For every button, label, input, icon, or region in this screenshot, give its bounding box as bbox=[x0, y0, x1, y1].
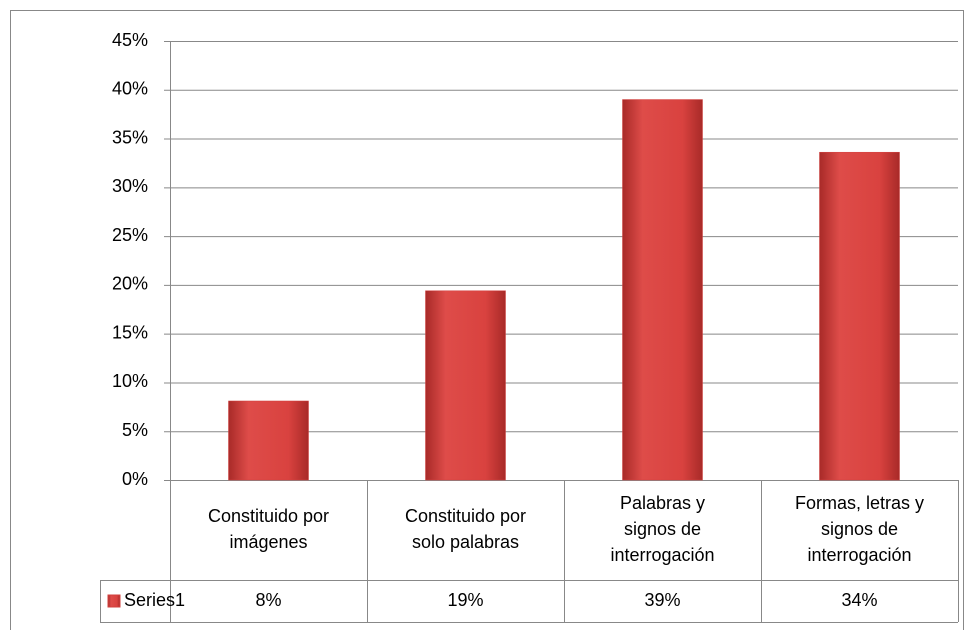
bar bbox=[228, 400, 309, 481]
x-tick-label: signos de bbox=[821, 519, 898, 539]
x-tick-label: Constituido por bbox=[405, 506, 526, 526]
legend-label: Series1 bbox=[124, 590, 185, 610]
data-label: 8% bbox=[255, 590, 281, 610]
x-tick-label: Formas, letras y bbox=[795, 493, 924, 513]
x-tick-label: solo palabras bbox=[412, 532, 519, 552]
y-tick-label: 25% bbox=[112, 225, 148, 245]
x-tick-label: interrogación bbox=[610, 545, 714, 565]
x-tick-label: signos de bbox=[624, 519, 701, 539]
data-label: 39% bbox=[644, 590, 680, 610]
y-tick-label: 20% bbox=[112, 274, 148, 294]
y-tick-label: 10% bbox=[112, 371, 148, 391]
y-tick-label: 40% bbox=[112, 79, 148, 99]
x-tick-label: Constituido por bbox=[208, 506, 329, 526]
bar bbox=[819, 151, 900, 481]
legend-key bbox=[107, 594, 121, 608]
y-tick-label: 5% bbox=[122, 420, 148, 440]
bar bbox=[622, 99, 703, 481]
x-tick-label: imágenes bbox=[229, 532, 307, 552]
y-tick-label: 15% bbox=[112, 322, 148, 342]
x-tick-label: Palabras y bbox=[620, 493, 705, 513]
y-tick-label: 0% bbox=[122, 469, 148, 489]
bar bbox=[425, 290, 506, 481]
data-label: 34% bbox=[841, 590, 877, 610]
y-tick-label: 45% bbox=[112, 30, 148, 50]
y-tick-label: 35% bbox=[112, 127, 148, 147]
x-tick-label: interrogación bbox=[807, 545, 911, 565]
y-tick-label: 30% bbox=[112, 176, 148, 196]
data-label: 19% bbox=[447, 590, 483, 610]
chart-border bbox=[10, 10, 964, 630]
